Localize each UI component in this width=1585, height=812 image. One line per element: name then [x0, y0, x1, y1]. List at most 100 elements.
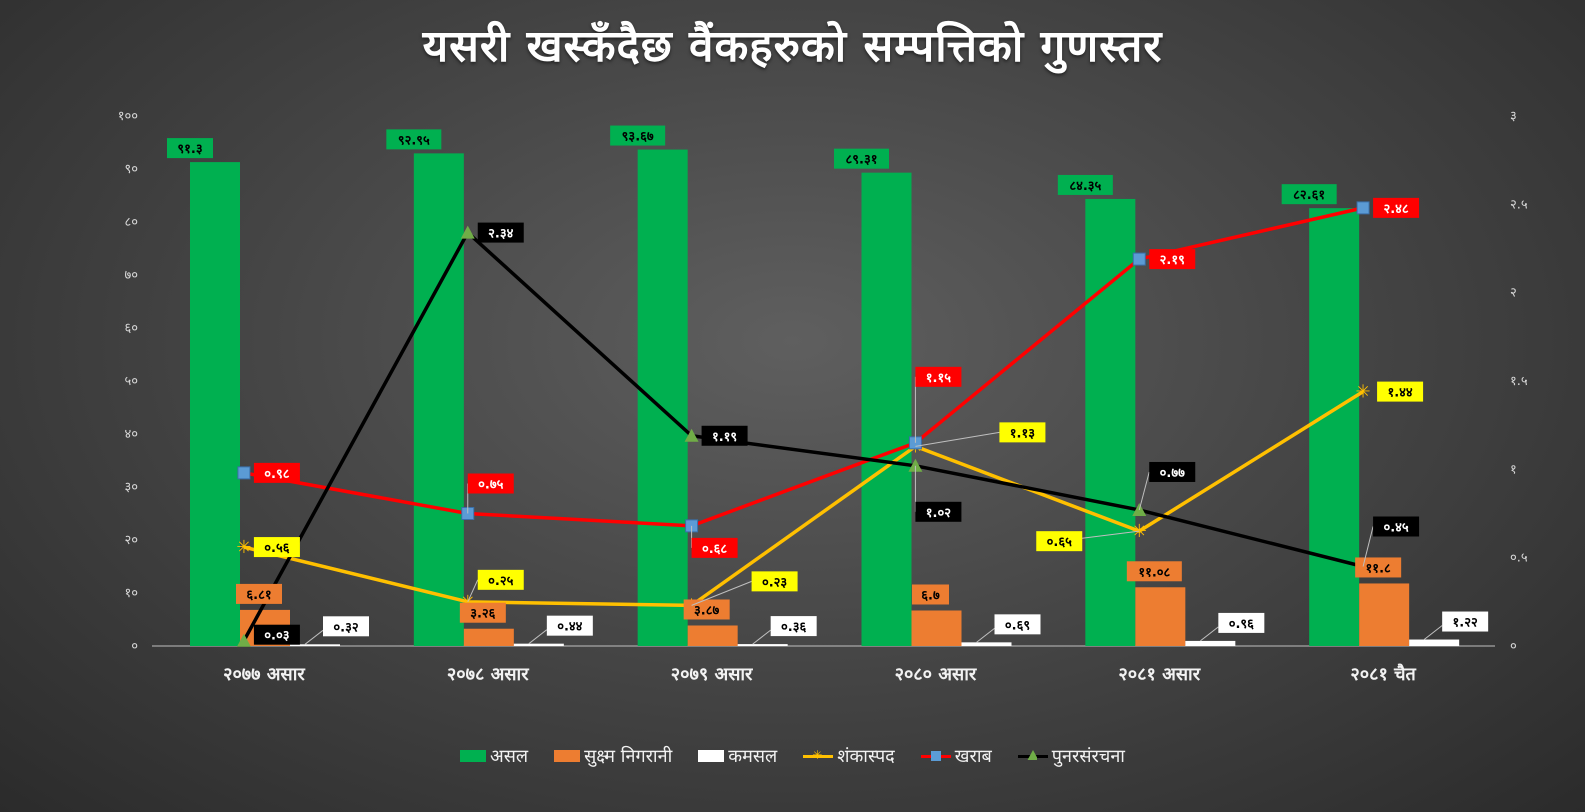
data-label-sukshma-nigarani: ६.७	[912, 584, 949, 605]
data-label-punarsanrachana-bg	[1149, 461, 1196, 482]
right-y-tick-label: २.५	[1510, 197, 1528, 212]
data-label-sukshma-nigarani-bg	[459, 602, 506, 623]
data-label-kharab-bg	[691, 537, 738, 558]
data-label-shankaspad-bg	[1036, 531, 1083, 552]
data-label-sukshma-nigarani: ३.८७	[683, 599, 730, 620]
data-label-punarsanrachana: २.३४	[477, 222, 524, 243]
legend-label-asal: असल	[490, 746, 529, 767]
data-label-kharab: ०.६८	[691, 537, 738, 558]
legend-swatch-shankaspad: ✳	[803, 749, 834, 763]
legend-swatch-kharab	[920, 749, 951, 763]
marker-shankaspad: ✳	[236, 537, 251, 558]
left-y-tick-label: ८०	[124, 215, 138, 230]
marker-kharab	[1132, 252, 1146, 266]
data-label-asal-text: ८२.६१	[1293, 188, 1325, 203]
data-label-asal-bg	[834, 148, 889, 169]
data-label-asal-text: ९३.६७	[622, 130, 654, 145]
data-label-kharab-bg	[1149, 249, 1196, 270]
leader-line	[528, 629, 548, 645]
left-y-tick-label: ४०	[124, 427, 138, 442]
right-y-tick-label: १	[1510, 462, 1517, 477]
data-label-sukshma-nigarani: ६.८१	[236, 583, 282, 604]
data-label-kamsal-text: ०.३६	[781, 620, 806, 635]
bar-kamsal	[513, 643, 564, 646]
data-label-shankaspad-bg	[253, 537, 300, 558]
data-label-punarsanrachana: ०.७७	[1149, 461, 1196, 482]
data-label-shankaspad: ०.५६	[253, 537, 300, 558]
leader-line	[304, 629, 324, 645]
data-label-asal-bg	[1281, 184, 1337, 205]
left-y-tick-label: १००	[118, 109, 138, 124]
data-label-kharab: २.४८	[1373, 197, 1420, 218]
bar-sukshma-nigarani	[911, 610, 962, 646]
left-y-tick-label: २०	[124, 533, 138, 548]
data-label-shankaspad-bg	[999, 422, 1046, 443]
data-label-asal-bg	[610, 125, 666, 146]
data-label-asal: ८४.३५	[1057, 174, 1113, 195]
data-label-sukshma-nigarani: ११.०८	[1126, 561, 1182, 582]
leader-line	[1138, 471, 1150, 511]
data-label-punarsanrachana-bg	[701, 425, 748, 446]
data-label-kamsal-bg	[323, 616, 369, 637]
data-label-kamsal: ०.३२	[323, 616, 369, 637]
data-label-sukshma-nigarani-bg	[1355, 557, 1402, 578]
data-label-asal: ९१.३	[167, 138, 213, 159]
data-label-kamsal: ०.६९	[994, 614, 1041, 635]
data-label-asal-bg	[1057, 174, 1113, 195]
data-label-kamsal: ०.९६	[1218, 612, 1265, 633]
data-label-kamsal-bg	[994, 614, 1041, 635]
leader-line	[467, 579, 479, 603]
data-label-sukshma-nigarani-text: ६.८१	[246, 588, 271, 603]
bar-sukshma-nigarani	[463, 628, 514, 646]
data-label-asal: ९२.९५	[386, 129, 442, 150]
data-label-sukshma-nigarani-bg	[912, 584, 949, 605]
bar-asal	[413, 153, 464, 647]
marker-kharab	[237, 466, 251, 480]
bar-asal	[190, 162, 240, 647]
data-label-punarsanrachana-text: १.१९	[712, 430, 737, 445]
data-label-kharab-text: २.१९	[1160, 253, 1185, 268]
data-label-kharab: २.१९	[1149, 249, 1196, 270]
data-label-punarsanrachana: १.१९	[701, 425, 748, 446]
x-category-label: २०८१ चैत	[1350, 663, 1416, 685]
x-category-label: २०८१ असार	[1118, 664, 1200, 685]
data-label-punarsanrachana-text: ०.४५	[1383, 521, 1408, 536]
left-y-tick-label: ७०	[124, 268, 138, 283]
data-label-shankaspad-bg	[477, 569, 524, 590]
x-category-label: २०७८ असार	[447, 664, 529, 685]
data-label-punarsanrachana: ०.४५	[1373, 516, 1420, 537]
data-label-kamsal-text: १.२२	[1453, 616, 1478, 631]
data-label-sukshma-nigarani-text: ६.७	[921, 588, 940, 603]
legend-swatch-punarsanrachana	[1017, 749, 1048, 763]
data-label-shankaspad: १.४४	[1377, 381, 1424, 402]
data-label-shankaspad-text: १.४४	[1387, 386, 1412, 401]
legend-swatch-sukshma-nigarani	[554, 750, 581, 762]
data-label-punarsanrachana: १.०२	[915, 501, 962, 522]
x-category-label: २०७९ असार	[671, 664, 753, 685]
data-label-kharab-text: ०.६८	[702, 542, 727, 557]
data-label-kharab-bg	[253, 462, 300, 483]
data-label-punarsanrachana-text: ०.७७	[1160, 466, 1185, 481]
marker-kharab	[1356, 201, 1370, 215]
bar-sukshma-nigarani	[1359, 583, 1410, 646]
data-label-kharab-text: ०.९८	[264, 467, 289, 482]
data-label-shankaspad: ०.२५	[477, 569, 524, 590]
leader-line	[1423, 625, 1443, 640]
data-label-sukshma-nigarani-text: ३.८७	[694, 603, 719, 618]
data-label-shankaspad-text: ०.२५	[488, 574, 513, 589]
right-y-tick-label: २	[1510, 286, 1517, 301]
marker-shankaspad: ✳	[1356, 382, 1371, 403]
data-label-shankaspad: ०.२३	[751, 571, 798, 592]
leader-line	[915, 431, 1000, 447]
data-label-shankaspad-text: १.१३	[1010, 426, 1035, 441]
data-label-sukshma-nigarani: ३.२६	[459, 602, 506, 623]
data-label-sukshma-nigarani-text: ३.२६	[470, 607, 495, 622]
line-punarsanrachana	[242, 230, 1364, 642]
bar-sukshma-nigarani	[687, 625, 738, 646]
x-category-label: २०७७ असार	[223, 664, 305, 685]
bar-asal	[637, 149, 688, 646]
data-label-shankaspad-text: ०.६५	[1047, 535, 1072, 550]
left-y-tick-label: ०	[131, 639, 138, 654]
legend-swatch-asal	[460, 750, 486, 762]
